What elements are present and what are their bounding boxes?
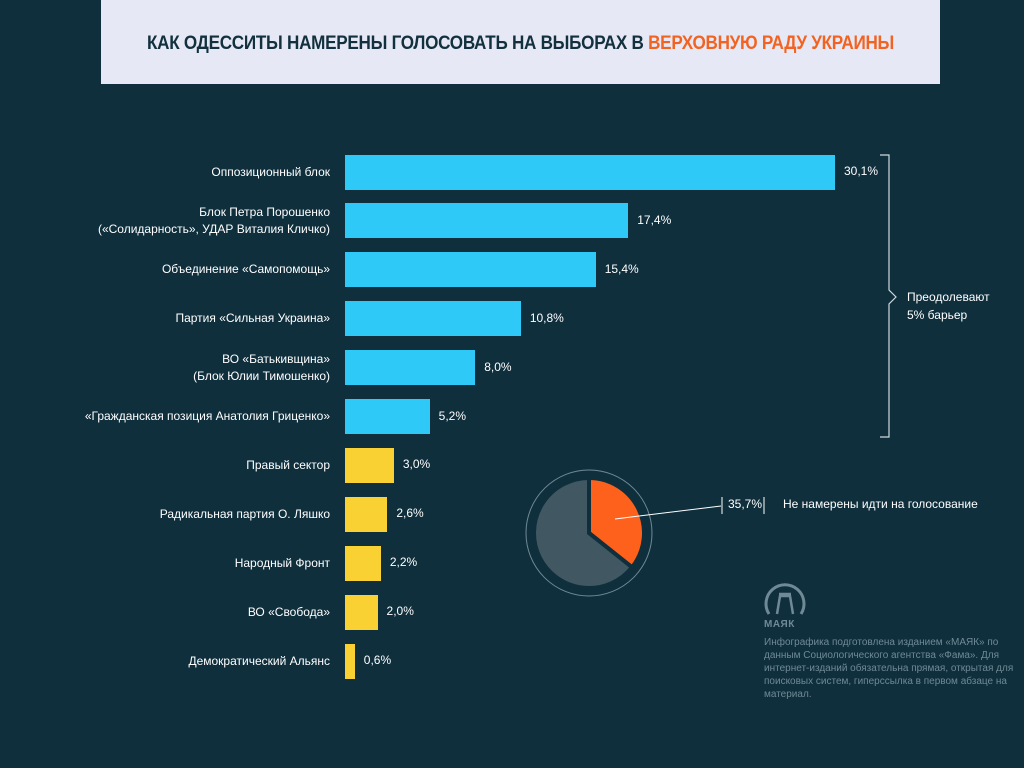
bar-value-label: 8,0% [484,359,512,374]
barrier-annotation: Преодолевают 5% барьер [907,290,990,322]
logo-text: МАЯК [764,619,795,630]
pie-slice [587,475,646,571]
bar-category-label: Блок Петра Порошенко («Солидарность», УДА… [97,204,330,236]
title-highlight: ВЕРХОВНУЮ РАДУ УКРАИНЫ [648,33,895,54]
bar-category-label: Радикальная партия О. Ляшко [159,506,330,521]
pie-slice [532,475,635,590]
footnote: Инфографика подготовлена изданием «МАЯК»… [764,637,1014,700]
bar [345,545,381,581]
bar [345,252,596,288]
pie-ring [525,469,653,597]
bar-value-label: 2,0% [386,604,414,619]
bar [345,350,476,386]
bar-category-label: Правый сектор [246,457,330,472]
title-main: КАК ОДЕССИТЫ НАМЕРЕНЫ ГОЛОСОВАТЬ НА ВЫБО… [146,33,649,54]
bar-category-label: Демократический Альянс [188,653,330,668]
bar [345,447,394,483]
page-title: КАК ОДЕССИТЫ НАМЕРЕНЫ ГОЛОСОВАТЬ НА ВЫБО… [143,33,898,55]
bar [345,301,521,337]
bar-category-label: «Гражданская позиция Анатолия Гриценко» [84,409,330,423]
bar-category-label: ВО «Батькивщина» (Блок Юлии Тимошенко) [193,351,330,383]
bar-category-label: Объединение «Самопомощь» [161,262,330,277]
bar-category-label: Народный Фронт [234,555,330,570]
bar-value-label: 2,2% [389,555,418,570]
bar [345,496,388,532]
bar-category-label: Оппозиционный блок [211,164,330,179]
bar-value-label: 2,6% [396,506,424,521]
bar-value-label: 5,2% [438,408,466,423]
bar-value-label: 15,4% [604,261,639,276]
logo-tower [775,592,795,615]
bar [345,643,355,679]
bar-value-label: 10,8% [529,310,564,325]
logo-lighthouse-icon [764,583,806,615]
bar-value-label: 30,1% [844,164,879,178]
bar-value-label: 0,6% [363,653,392,667]
pie-label: Не намерены идти на голосование [783,497,978,511]
bar-category-label: Партия «Сильная Украина» [175,311,330,326]
bar [345,154,835,190]
pie-leader-line [614,505,722,520]
barrier-bracket [880,154,897,438]
pie-value-label: 35,7% [728,497,763,511]
header: КАК ОДЕССИТЫ НАМЕРЕНЫ ГОЛОСОВАТЬ НА ВЫБО… [101,0,940,84]
bar-value-label: 17,4% [637,212,672,227]
bar-category-label: ВО «Свобода» [247,604,330,619]
bar [345,594,378,630]
bar-value-label: 3,0% [402,457,431,472]
bar [345,399,430,434]
bar [345,203,629,239]
